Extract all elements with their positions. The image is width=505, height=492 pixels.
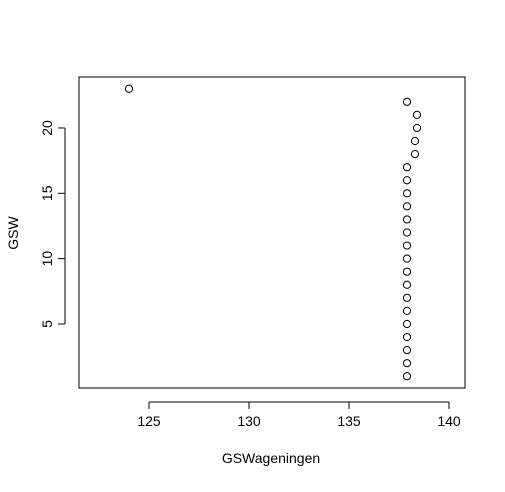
data-point [402, 176, 412, 185]
data-point [402, 228, 412, 237]
data-point [402, 346, 412, 355]
y-tick-label: 20 [39, 120, 55, 136]
data-point [402, 163, 412, 172]
y-tick-label: 5 [39, 320, 55, 328]
x-tick-label: 140 [437, 413, 461, 429]
x-tick-label: 125 [137, 413, 161, 429]
x-axis-label: GSWageningen [222, 450, 320, 466]
data-point [402, 202, 412, 211]
data-point [402, 267, 412, 276]
y-tick-label: 15 [39, 185, 55, 201]
data-point [402, 319, 412, 329]
y-tick-label: 10 [39, 251, 55, 267]
data-point [402, 359, 412, 368]
x-tick-label: 135 [337, 413, 361, 429]
x-tick-label: 130 [237, 413, 261, 429]
data-point [124, 84, 134, 93]
data-point [410, 149, 420, 159]
y-axis-label: GSW [5, 215, 21, 249]
data-point [412, 123, 422, 133]
data-point [402, 372, 412, 381]
data-point [402, 306, 412, 316]
data-point [402, 280, 412, 289]
data-point [402, 189, 412, 198]
data-point [402, 254, 412, 263]
data-point [402, 97, 412, 106]
data-point [410, 136, 420, 146]
data-point [402, 241, 412, 250]
data-point [402, 293, 412, 302]
data-point [402, 215, 412, 224]
plot-frame [78, 76, 466, 389]
axes-layer: 125 130 135 140 5 10 15 20 [39, 76, 466, 429]
data-point [412, 110, 422, 119]
data-point [402, 332, 412, 342]
points-layer [124, 84, 422, 381]
